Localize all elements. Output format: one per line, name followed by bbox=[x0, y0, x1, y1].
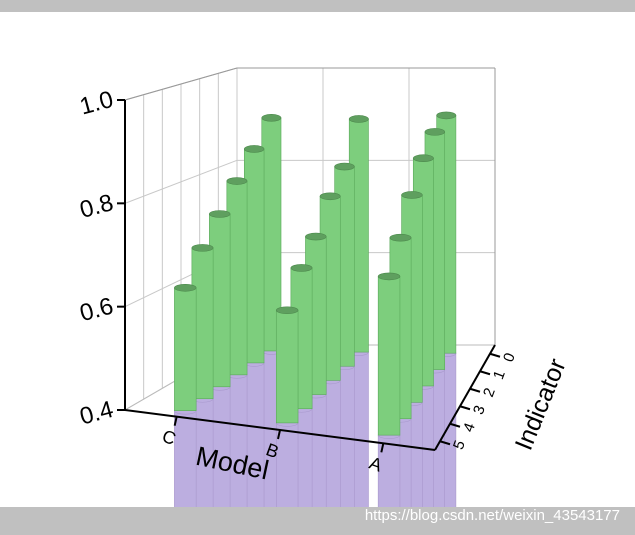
y-axis-title: Indicator bbox=[510, 355, 572, 454]
top-bar bbox=[0, 0, 635, 12]
y-tick bbox=[489, 352, 501, 358]
y-tick-label: 4 bbox=[460, 421, 479, 435]
cylinder-top bbox=[243, 145, 265, 153]
y-tick bbox=[479, 370, 491, 376]
cylinder-top bbox=[305, 232, 327, 241]
y-tick-label: 1 bbox=[490, 368, 509, 382]
cylinder bbox=[174, 287, 197, 411]
y-tick-label: 0 bbox=[500, 351, 519, 365]
cylinder-top bbox=[334, 162, 355, 171]
y-axis bbox=[434, 344, 496, 451]
y-tick bbox=[459, 405, 471, 411]
x-tick bbox=[173, 416, 178, 426]
z-tick-label: 1.0 bbox=[77, 86, 116, 121]
cylinder-top bbox=[424, 128, 446, 136]
y-tick-label: 3 bbox=[470, 403, 489, 417]
cylinder-top bbox=[412, 154, 434, 163]
y-tick bbox=[469, 387, 481, 393]
cylinder-top bbox=[191, 244, 214, 252]
cylinder-top bbox=[377, 272, 401, 281]
y-tick bbox=[449, 422, 461, 428]
cylinder-top bbox=[436, 111, 457, 120]
frame bbox=[124, 67, 238, 101]
cylinder-top bbox=[226, 177, 248, 185]
cylinder-top bbox=[261, 114, 282, 122]
cylinder-top bbox=[209, 210, 231, 218]
z-tick-label: 0.4 bbox=[77, 396, 116, 431]
cylinder-top bbox=[174, 283, 197, 292]
x-tick bbox=[277, 429, 281, 440]
cylinder-top bbox=[319, 192, 341, 201]
y-tick-label: 2 bbox=[480, 386, 499, 400]
z-tick-label: 0.8 bbox=[77, 189, 116, 224]
cylinder-top bbox=[389, 233, 412, 242]
bottom-bar bbox=[0, 507, 635, 535]
cylinder bbox=[377, 276, 401, 436]
cylinder bbox=[275, 309, 299, 424]
z-tick-label: 0.6 bbox=[77, 293, 116, 328]
cylinder-top bbox=[401, 191, 423, 199]
watermark: https://blog.csdn.net/weixin_43543177 bbox=[365, 507, 620, 524]
cylinder-top bbox=[290, 264, 313, 272]
x-tick bbox=[380, 443, 385, 453]
cylinder-top bbox=[348, 115, 369, 123]
cylinder-top bbox=[275, 306, 299, 315]
x-tick-label: C bbox=[160, 426, 179, 449]
y-tick bbox=[439, 440, 451, 446]
